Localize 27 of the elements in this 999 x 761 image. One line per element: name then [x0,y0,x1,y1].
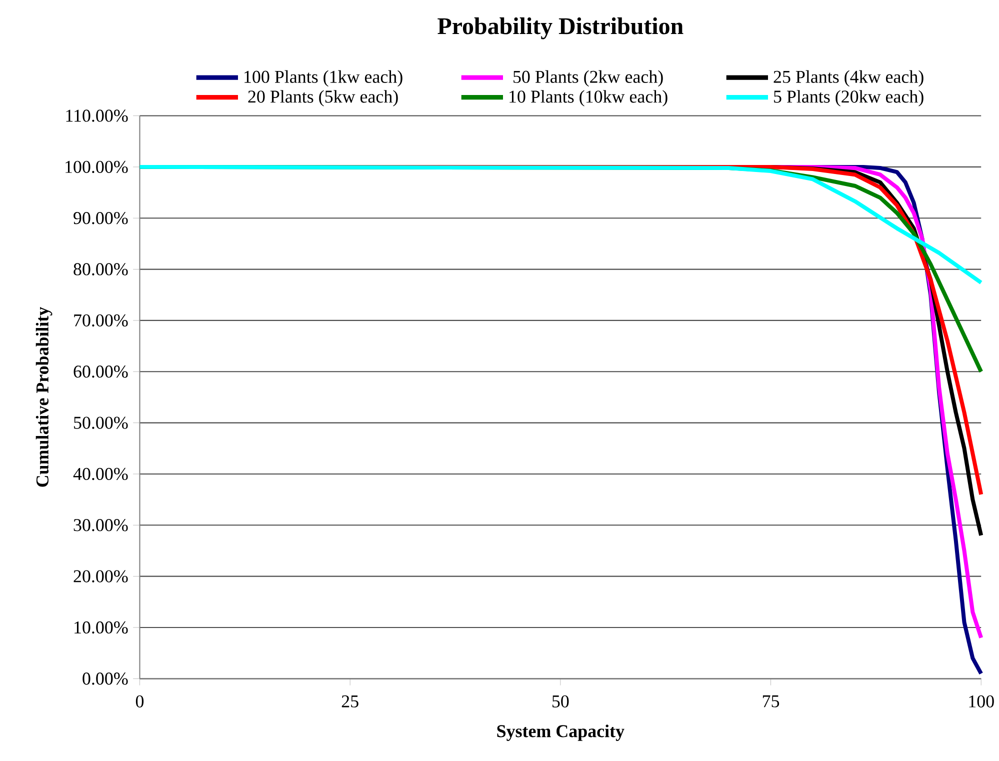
y-tick-label: 100.00% [66,161,128,174]
y-tick-label: 10.00% [74,622,128,634]
legend-label: 10 Plants (10kw each) [510,90,668,107]
legend-label: 5 Plants (20kw each) [774,90,924,107]
y-tick-label: 90.00% [74,212,128,224]
y-tick-label: 0.00% [82,672,128,686]
x-tick-label: 25 [342,696,358,708]
y-tick-label: 50.00% [74,416,128,430]
y-axis-title: Cumulative Probability [36,307,52,487]
chart-title: Probability Distribution [438,18,684,40]
y-tick-label: 30.00% [74,519,128,532]
y-tick-label: 70.00% [74,314,128,327]
legend-label: 25 Plants (4kw each) [774,70,924,87]
legend-label: 20 Plants (5kw each) [248,90,398,107]
y-tick-label: 80.00% [74,263,128,276]
y-tick-label: 110.00% [66,110,128,122]
line-series [138,165,984,285]
x-tick-label: 100 [969,696,994,708]
y-tick-label: 20.00% [74,570,128,583]
legend-label: 100 Plants (1kw each) [244,70,402,87]
legend-label: 50 Plants (2kw each) [514,70,663,87]
x-tick-label: 0 [136,696,144,708]
x-axis-title: System Capacity [497,724,624,742]
x-tick-label: 50 [552,696,569,708]
x-tick-label: 75 [762,696,780,708]
y-tick-label: 40.00% [73,468,128,480]
y-tick-label: 60.00% [74,366,128,378]
